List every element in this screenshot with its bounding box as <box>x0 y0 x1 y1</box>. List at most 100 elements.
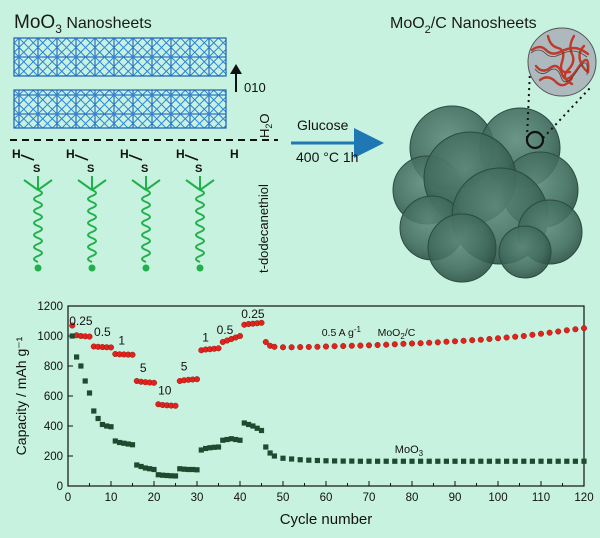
data-point <box>538 330 545 337</box>
data-point <box>426 458 432 464</box>
data-point <box>86 390 93 396</box>
data-point <box>391 341 398 348</box>
data-point <box>220 437 226 443</box>
data-point <box>581 325 588 332</box>
data-point <box>280 344 287 351</box>
data-point <box>108 424 114 430</box>
data-point <box>521 458 527 464</box>
hydrogen-atom: H <box>12 147 21 161</box>
chain-branch <box>199 179 215 191</box>
data-point <box>164 472 170 479</box>
data-point <box>374 342 381 349</box>
zoom-inset <box>527 27 597 97</box>
data-point <box>357 458 363 464</box>
data-point <box>129 442 136 448</box>
data-point <box>78 363 84 369</box>
series-label-moo3: MoO3 <box>395 444 424 458</box>
data-point <box>86 333 93 340</box>
x-tick-label: 70 <box>363 492 376 504</box>
direction-label: 010 <box>244 80 266 95</box>
data-point <box>332 458 338 464</box>
data-point <box>503 334 510 341</box>
data-point <box>289 456 295 462</box>
chain-end <box>142 264 150 272</box>
nanosheet-cluster <box>392 105 583 283</box>
data-point <box>581 458 587 464</box>
data-point <box>555 458 561 464</box>
x-tick-label: 50 <box>277 492 290 504</box>
data-point <box>331 343 338 350</box>
rate-annotation: 0.5 <box>94 325 111 339</box>
data-point <box>460 337 467 344</box>
x-tick-label: 60 <box>320 492 333 504</box>
x-tick-label: 120 <box>574 492 593 504</box>
h-s-bond <box>74 154 89 161</box>
chain-end <box>88 264 96 272</box>
alkyl-chain <box>33 189 43 263</box>
data-point <box>150 379 157 386</box>
data-point <box>297 457 303 463</box>
data-point <box>409 340 416 347</box>
thiol-chains: H H H H HS S S S <box>12 147 239 272</box>
y-tick-label: 400 <box>44 421 63 433</box>
data-point <box>563 327 570 334</box>
h-s-bond <box>184 154 199 161</box>
y-tick-label: 600 <box>44 391 63 403</box>
direction-arrow <box>230 64 242 92</box>
series-1 <box>69 333 587 479</box>
y-tick-label: 0 <box>57 481 63 493</box>
moo3-layer-bottom <box>13 89 227 129</box>
h-s-bond <box>128 154 143 161</box>
data-point <box>151 466 157 473</box>
data-point <box>181 466 187 472</box>
arrow-bottom-label: 400 °C 1h <box>296 149 358 165</box>
water-label: H2O <box>257 113 274 138</box>
data-point <box>426 339 433 346</box>
data-point <box>443 458 449 464</box>
data-point <box>198 447 204 453</box>
data-point <box>443 338 450 345</box>
data-point <box>555 328 562 335</box>
alkyl-chain <box>195 189 205 263</box>
data-point <box>241 420 247 426</box>
data-point <box>512 333 519 340</box>
sulfur-atom: S <box>141 163 148 175</box>
data-point <box>107 344 114 351</box>
data-point <box>529 458 535 464</box>
data-point <box>224 436 230 443</box>
data-point <box>263 444 269 450</box>
chain-branch <box>145 179 161 191</box>
data-point <box>452 458 458 464</box>
data-point <box>348 342 355 349</box>
data-point <box>434 339 441 346</box>
data-point <box>215 345 222 352</box>
data-point <box>134 462 140 468</box>
rate-annotation: 1 <box>202 330 209 344</box>
data-point <box>478 458 484 464</box>
data-point <box>160 472 166 478</box>
data-point <box>477 336 484 343</box>
data-point <box>340 458 346 464</box>
data-point <box>349 458 355 464</box>
data-point <box>207 445 213 451</box>
data-point <box>190 466 196 473</box>
moo2c-title: MoO2/C Nanosheets <box>390 15 537 36</box>
data-point <box>392 458 398 464</box>
data-point <box>400 458 406 464</box>
data-point <box>168 473 174 479</box>
data-point <box>572 326 579 333</box>
chain-branch <box>185 179 201 191</box>
data-point <box>323 343 330 350</box>
data-point <box>409 458 415 464</box>
data-point <box>246 421 252 428</box>
y-tick-label: 1200 <box>37 301 63 313</box>
data-point <box>305 343 312 350</box>
data-point <box>297 344 304 351</box>
data-point <box>125 441 131 447</box>
x-axis-label: Cycle number <box>280 511 373 528</box>
moo3-title: MoO3 Nanosheets <box>14 12 152 36</box>
x-tick-label: 0 <box>65 492 71 504</box>
data-point <box>74 354 80 360</box>
data-point <box>469 337 476 344</box>
